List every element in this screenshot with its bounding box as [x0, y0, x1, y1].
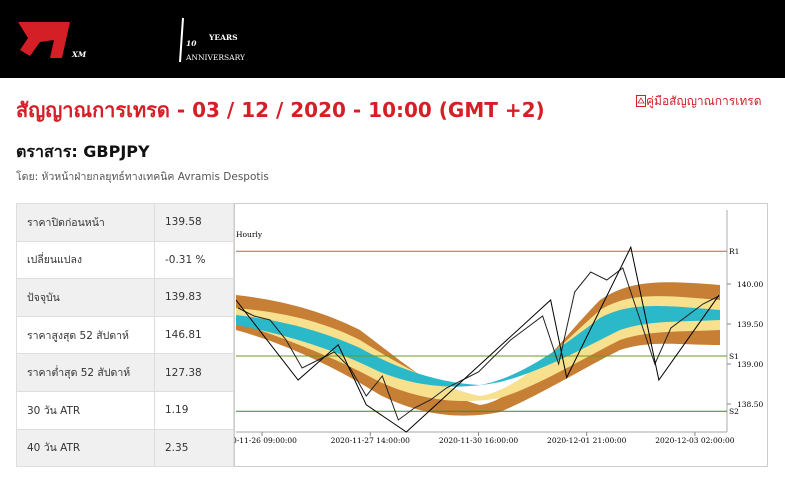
- cell-value: 139.58: [154, 203, 234, 242]
- page-title: สัญญาณการเทรด - 03 / 12 / 2020 - 10:00 (…: [16, 98, 545, 122]
- x-tick-label: 2020-11-30 16:00:00: [439, 436, 519, 445]
- cell-label: ราคาสูงสุด 52 สัปดาห์: [16, 315, 155, 355]
- table-row: 40 วัน ATR 2.35: [16, 428, 234, 468]
- bands: [236, 282, 720, 416]
- badge-sub: YEARS: [208, 33, 238, 42]
- pdf-icon: [636, 95, 646, 107]
- series-line: [237, 267, 720, 421]
- instrument: ตราสาร: GBPJPY: [16, 142, 150, 161]
- level-label: S1: [729, 352, 739, 361]
- table-row: 30 วัน ATR 1.19: [16, 390, 234, 430]
- logo-bull: [18, 22, 70, 58]
- guide-text[interactable]: คู่มือสัญญาณการเทรด: [646, 94, 762, 108]
- cell-label: ปัจจุบัน: [16, 278, 155, 317]
- x-tick-label: 2020-11-27 14:00:00: [331, 436, 411, 445]
- badge: 10: [186, 39, 197, 48]
- cell-value: 146.81: [154, 315, 234, 355]
- header: XM 10 YEARS ANNIVERSARY: [0, 0, 785, 78]
- table-row: ราคาต่ำสุด 52 สัปดาห์ 127.38: [16, 353, 234, 392]
- cell-label: 40 วัน ATR: [16, 428, 155, 468]
- table-row: ปัจจุบัน 139.83: [16, 278, 234, 317]
- x-tick-label: 2020-12-01 21:00:00: [547, 436, 627, 445]
- y-tick-label: 139.50: [737, 320, 763, 329]
- cell-value: 1.19: [154, 390, 234, 430]
- table-row: เปลี่ยนแปลง -0.31 %: [16, 240, 234, 280]
- badge-caption: ANNIVERSARY: [185, 53, 246, 62]
- cell-value: -0.31 %: [154, 240, 234, 280]
- cell-label: ราคาต่ำสุด 52 สัปดาห์: [16, 353, 155, 392]
- cell-value: 127.38: [154, 353, 234, 392]
- cell-label: ราคาปิดก่อนหน้า: [16, 203, 155, 242]
- chart-title: Hourly: [236, 230, 263, 239]
- author: โดย: หัวหน้าฝ่ายกลยุทธ์ทางเทคนิค Avramis…: [16, 171, 269, 183]
- y-tick-label: 138.50: [737, 400, 763, 409]
- table-row: ราคาสูงสุด 52 สัปดาห์ 146.81: [16, 315, 234, 355]
- chart: Hourly 138.50 139.00 139.50 140.00 20-11-26 0…: [234, 203, 768, 467]
- cell-value: 2.35: [154, 428, 234, 468]
- cell-label: 30 วัน ATR: [16, 390, 155, 430]
- guide-link[interactable]: คู่มือสัญญาณการเทรด: [636, 92, 762, 111]
- cell-label: เปลี่ยนแปลง: [16, 240, 155, 280]
- level-label: S2: [729, 407, 739, 416]
- x-tick-label: 20-11-26 09:00:00: [234, 436, 297, 445]
- series-line: [235, 245, 720, 433]
- level-label: R1: [729, 247, 739, 256]
- logo[interactable]: XM 10 YEARS ANNIVERSARY: [0, 0, 260, 78]
- x-tick-label: 2020-12-03 02:00:00: [655, 436, 735, 445]
- cell-value: 139.83: [154, 278, 234, 317]
- y-tick-label: 140.00: [737, 280, 763, 289]
- y-tick-label: 139.00: [737, 360, 763, 369]
- logo-text: XM: [71, 50, 87, 59]
- table-row: ราคาปิดก่อนหน้า 139.58: [16, 203, 234, 242]
- stats-table: ราคาปิดก่อนหน้า 139.58 เปลี่ยนแปลง -0.31 % ป…: [16, 203, 234, 468]
